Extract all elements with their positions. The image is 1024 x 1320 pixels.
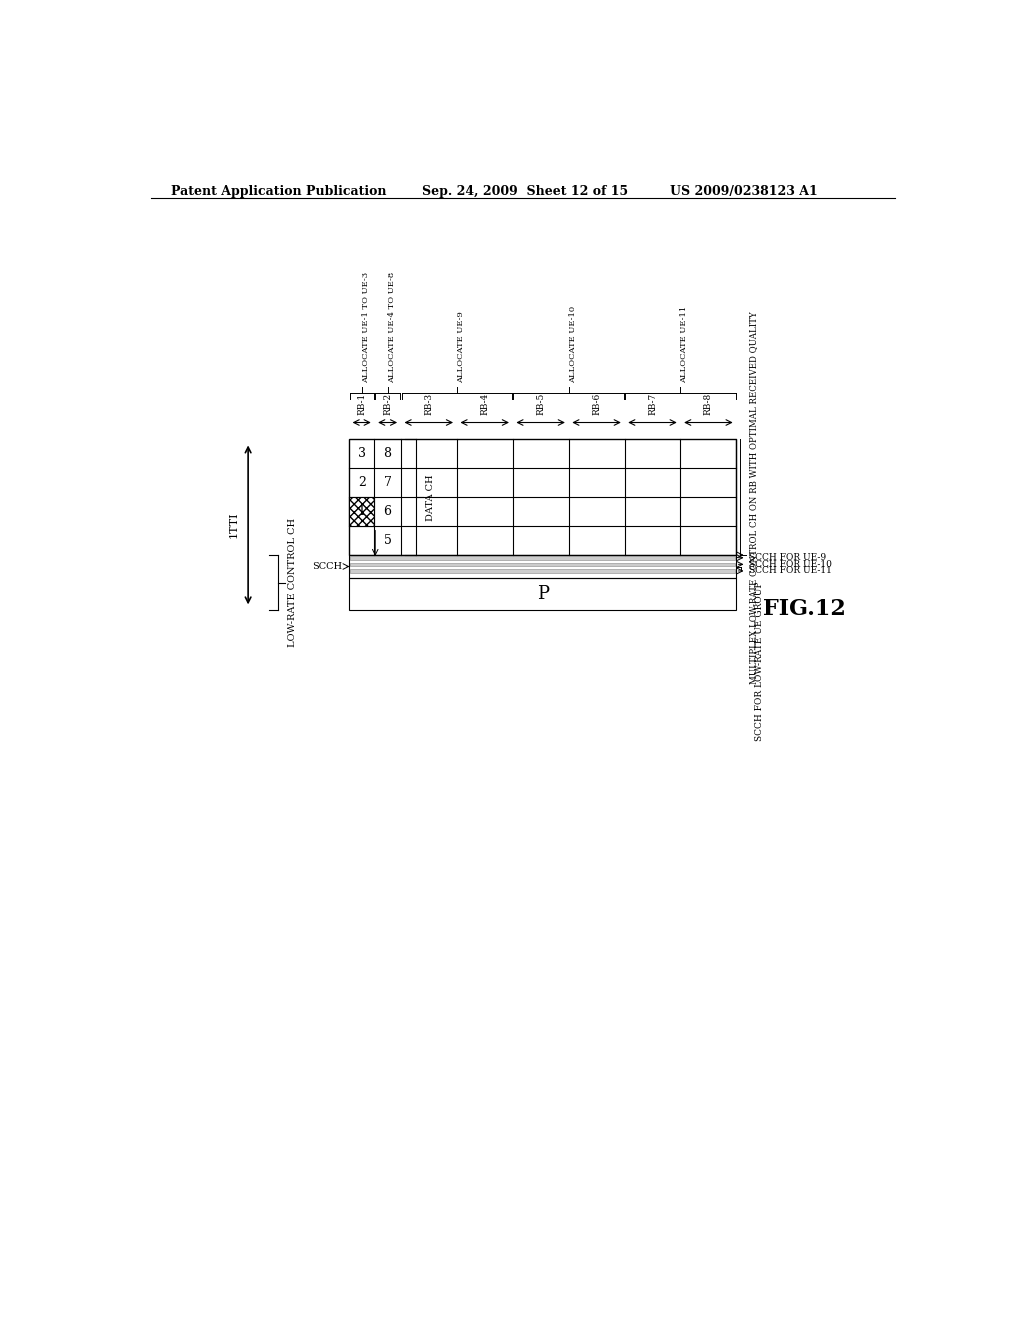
Bar xyxy=(349,554,736,578)
Text: FIG.12: FIG.12 xyxy=(764,598,847,620)
Text: SCCH FOR UE-9: SCCH FOR UE-9 xyxy=(749,553,826,562)
Text: LOW-RATE CONTROL CH: LOW-RATE CONTROL CH xyxy=(288,519,297,647)
Text: US 2009/0238123 A1: US 2009/0238123 A1 xyxy=(671,185,818,198)
Text: 1TTI: 1TTI xyxy=(228,512,239,539)
Text: 8: 8 xyxy=(384,447,391,461)
Text: SCCH FOR LOW-RATE UE GROUP: SCCH FOR LOW-RATE UE GROUP xyxy=(755,582,764,742)
Bar xyxy=(349,498,375,527)
Text: RB-3: RB-3 xyxy=(424,392,433,414)
Text: RB-1: RB-1 xyxy=(357,392,367,414)
Text: ALLOCATE UE-9: ALLOCATE UE-9 xyxy=(457,312,465,383)
Text: SCCH FOR UE-11: SCCH FOR UE-11 xyxy=(749,566,831,576)
Text: ALLOCATE UE-1 TO UE-3: ALLOCATE UE-1 TO UE-3 xyxy=(361,272,370,383)
Bar xyxy=(349,440,736,554)
Text: RB-2: RB-2 xyxy=(383,392,392,414)
Bar xyxy=(350,569,735,573)
Text: 2: 2 xyxy=(357,477,366,490)
Text: 3: 3 xyxy=(357,447,366,461)
Text: RB-6: RB-6 xyxy=(592,392,601,414)
Bar xyxy=(350,556,735,560)
Text: 7: 7 xyxy=(384,477,391,490)
Bar xyxy=(350,562,735,566)
Text: ALLOCATE UE-10: ALLOCATE UE-10 xyxy=(568,306,577,383)
Text: 6: 6 xyxy=(384,506,391,519)
Text: SCCH FOR UE-10: SCCH FOR UE-10 xyxy=(749,560,831,569)
Text: Sep. 24, 2009  Sheet 12 of 15: Sep. 24, 2009 Sheet 12 of 15 xyxy=(423,185,629,198)
Text: ALLOCATE UE-11: ALLOCATE UE-11 xyxy=(680,306,688,383)
Text: RB-5: RB-5 xyxy=(537,392,545,414)
Bar xyxy=(349,578,736,610)
Text: RB-8: RB-8 xyxy=(703,392,713,414)
Text: SCCH: SCCH xyxy=(312,562,343,572)
Text: RB-7: RB-7 xyxy=(648,392,657,414)
Text: 5: 5 xyxy=(384,535,391,546)
Text: RB-4: RB-4 xyxy=(480,392,489,414)
Text: 1: 1 xyxy=(357,506,366,519)
Text: MULTIPLEX LOW-RATE CONTROL CH ON RB WITH OPTIMAL RECEIVED QUALITY: MULTIPLEX LOW-RATE CONTROL CH ON RB WITH… xyxy=(750,310,759,684)
Text: DATA CH: DATA CH xyxy=(426,474,434,520)
Text: ALLOCATE UE-4 TO UE-8: ALLOCATE UE-4 TO UE-8 xyxy=(388,272,395,383)
Text: Patent Application Publication: Patent Application Publication xyxy=(171,185,386,198)
Text: P: P xyxy=(537,585,549,603)
